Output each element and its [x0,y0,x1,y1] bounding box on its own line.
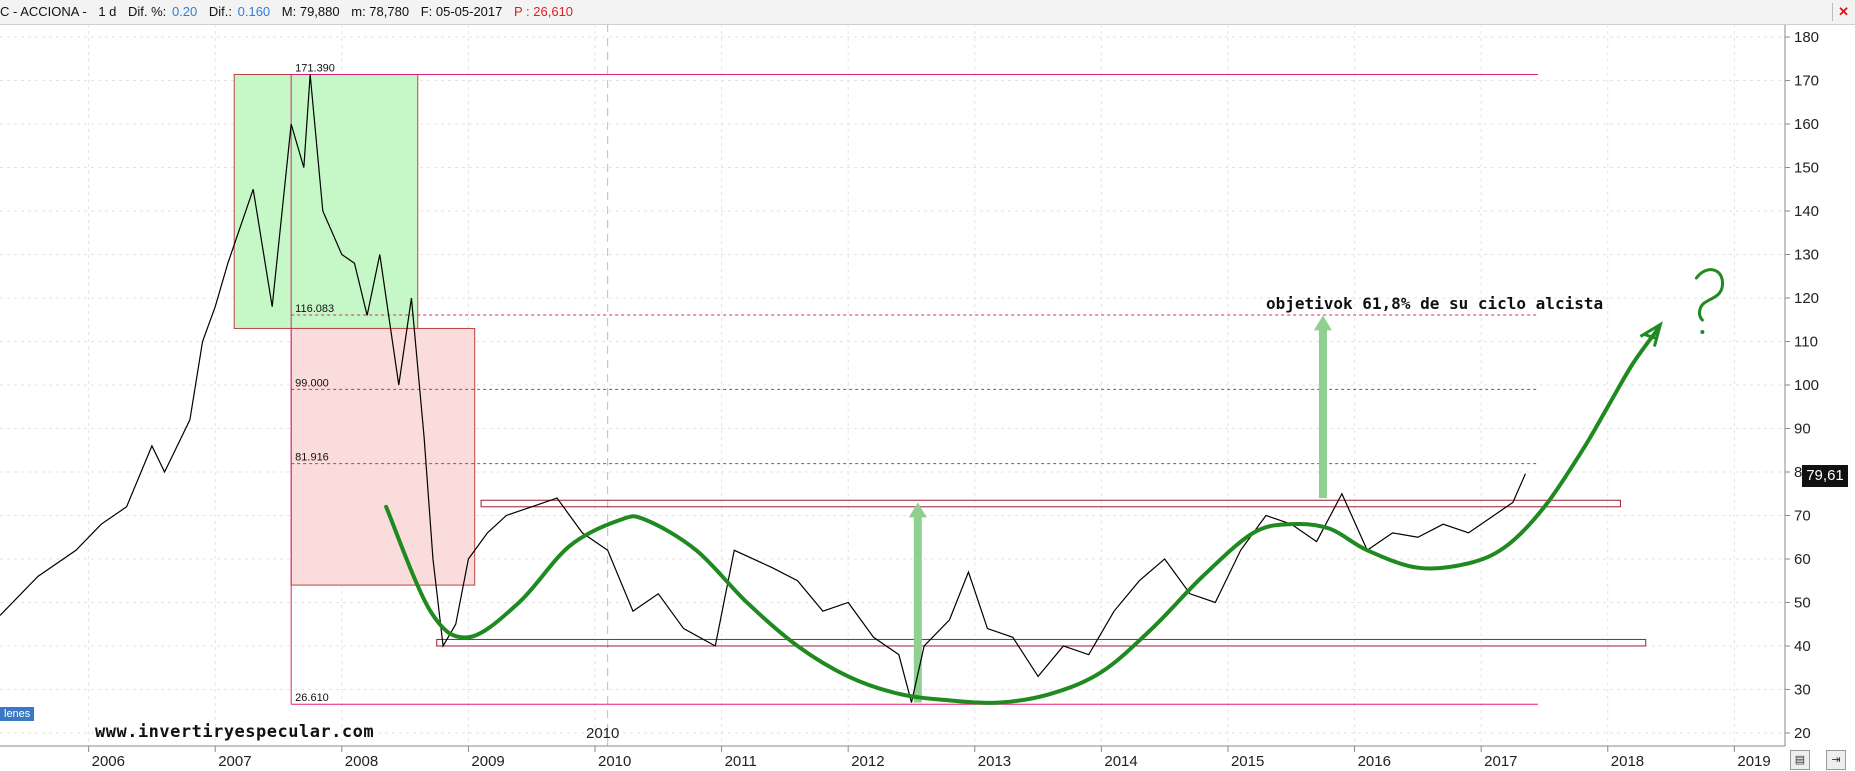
y-tick-label: 20 [1794,725,1811,742]
x-tick-label: 2012 [851,753,884,770]
symbol-label: C - ACCIONA - [0,4,87,19]
fib-level-label: 171.390 [295,62,335,74]
arrow-shaft [913,516,922,703]
x-tick-label: 2014 [1104,753,1137,770]
arrow-head [908,502,927,518]
y-tick-label: 170 [1794,73,1819,90]
x-tick-label: 2018 [1611,753,1644,770]
x-tick-label: 2011 [725,753,757,770]
support-band [436,638,1647,647]
dif-value: 0.160 [237,4,271,19]
y-tick-label: 120 [1794,290,1819,307]
cycle-curve-arrowhead [1639,321,1663,347]
dif-label: Dif.: [208,4,232,19]
question-mark-dot [1700,330,1705,335]
question-mark-stroke [1694,268,1724,322]
y-tick-label: 60 [1794,551,1811,568]
min-value: m: 78,780 [351,4,410,19]
x-tick-label: 2007 [218,753,251,770]
x-tick-label: 2009 [471,753,504,770]
fib-level-label: 26.610 [295,692,329,704]
fib-level-label: 99.000 [295,377,329,389]
timeframe-label: 1 d [98,4,117,19]
close-icon[interactable]: ✕ [1838,4,1849,19]
y-tick-label: 90 [1794,420,1811,437]
resistance-band [480,499,1621,508]
x-tick-label: 2013 [978,753,1011,770]
x-tick-label: 2010 [598,753,631,770]
fib-level-label: 116.083 [295,303,334,315]
cycle-curve-line [384,326,1661,705]
y-tick-label: 150 [1794,160,1819,177]
y-tick-label: 180 [1794,29,1819,46]
y-tick-label: 160 [1794,116,1819,133]
fibonacci-levels: 171.390 116.083 99.000 81.916 26.610 [290,62,1539,705]
watermark-text: www.invertiryespecular.com [95,722,375,742]
y-tick-label: 70 [1794,507,1811,524]
red-fib-box [290,327,476,586]
x-tick-label: 2016 [1358,753,1391,770]
dif-pct-label: Dif. %: [128,4,167,19]
y-axis: 2030405060708090100110120130140150160170… [1784,24,1819,746]
green-fib-box [233,73,419,329]
x-tick-label: 2008 [345,753,378,770]
scroll-end-icon[interactable]: ⇥ [1826,750,1846,770]
chart-series [0,74,1663,705]
x-tick-label: 2017 [1484,753,1517,770]
series-tag: lenes [0,707,35,721]
arrow-shaft [1318,329,1327,499]
fibonacci-boxes [233,73,476,586]
dif-pct-value: 0.20 [171,4,198,19]
arrow-head [1313,315,1332,331]
y-tick-label: 110 [1794,334,1818,351]
header-separator [1832,3,1833,21]
max-value: M: 79,880 [281,4,340,19]
y-tick-label: 50 [1794,594,1811,611]
support-resistance-bands [436,499,1647,647]
price-value: P : 26,610 [514,4,574,19]
target-annotation: objetivok 61,8% de su ciclo alcista [1266,294,1603,313]
x-tick-label: 2006 [92,753,125,770]
date-value: F: 05-05-2017 [420,4,503,19]
x-tick-label: 2019 [1737,753,1770,770]
target-arrows [908,315,1332,703]
year-marker: 2010 [586,725,620,742]
y-tick-label: 100 [1794,377,1819,394]
fib-level-label: 81.916 [295,452,329,464]
y-tick-label: 130 [1794,247,1819,264]
price-series-line [0,74,1527,703]
y-tick-label: 40 [1794,638,1811,655]
last-price-badge: 79,61 [1802,465,1848,487]
y-tick-label: 140 [1794,203,1819,220]
chart-toggle-icon[interactable]: ▤ [1790,750,1810,770]
y-tick-label: 30 [1794,681,1811,698]
chart-annotations: objetivok 61,8% de su ciclo alcista [1266,268,1724,335]
x-axis: 2006 2007 2008 2009 2010 2011 2012 2013 2014 2015… [0,745,1785,770]
x-tick-label: 2015 [1231,753,1264,770]
chart-header-bar: C - ACCIONA - 1 d Dif. %: 0.20 Dif.: 0.1… [0,0,1855,25]
